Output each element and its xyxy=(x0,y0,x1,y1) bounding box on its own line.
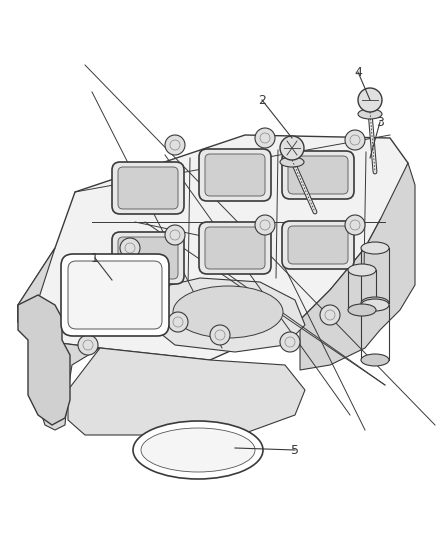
FancyBboxPatch shape xyxy=(118,237,178,279)
Text: 2: 2 xyxy=(258,93,266,107)
Circle shape xyxy=(168,312,188,332)
Circle shape xyxy=(345,130,365,150)
Ellipse shape xyxy=(361,242,389,254)
Ellipse shape xyxy=(173,286,283,338)
Polygon shape xyxy=(18,135,408,360)
Text: 4: 4 xyxy=(354,66,362,78)
Ellipse shape xyxy=(348,304,376,316)
Circle shape xyxy=(320,305,340,325)
FancyBboxPatch shape xyxy=(282,221,354,269)
Circle shape xyxy=(345,215,365,235)
Circle shape xyxy=(165,135,185,155)
Circle shape xyxy=(280,332,300,352)
FancyBboxPatch shape xyxy=(205,154,265,196)
Circle shape xyxy=(210,325,230,345)
Circle shape xyxy=(120,280,140,300)
Circle shape xyxy=(255,128,275,148)
Circle shape xyxy=(78,335,98,355)
FancyBboxPatch shape xyxy=(282,151,354,199)
Circle shape xyxy=(255,215,275,235)
Circle shape xyxy=(280,136,304,160)
FancyBboxPatch shape xyxy=(288,156,348,194)
Text: 5: 5 xyxy=(291,443,299,456)
Ellipse shape xyxy=(361,297,389,309)
Polygon shape xyxy=(18,248,100,430)
FancyBboxPatch shape xyxy=(118,167,178,209)
FancyBboxPatch shape xyxy=(205,227,265,269)
FancyBboxPatch shape xyxy=(68,261,162,329)
Polygon shape xyxy=(18,295,70,425)
Polygon shape xyxy=(300,163,415,370)
Ellipse shape xyxy=(280,157,304,167)
Circle shape xyxy=(78,295,98,315)
FancyBboxPatch shape xyxy=(61,254,169,336)
Polygon shape xyxy=(150,278,305,352)
Text: 1: 1 xyxy=(91,252,99,264)
FancyBboxPatch shape xyxy=(112,232,184,284)
Ellipse shape xyxy=(141,428,255,472)
Text: 3: 3 xyxy=(376,116,384,128)
Polygon shape xyxy=(68,348,305,435)
Ellipse shape xyxy=(133,421,263,479)
Circle shape xyxy=(165,225,185,245)
Circle shape xyxy=(358,88,382,112)
FancyBboxPatch shape xyxy=(112,162,184,214)
Ellipse shape xyxy=(361,354,389,366)
FancyBboxPatch shape xyxy=(288,226,348,264)
Circle shape xyxy=(120,238,140,258)
Ellipse shape xyxy=(358,109,382,119)
FancyBboxPatch shape xyxy=(199,222,271,274)
Ellipse shape xyxy=(348,264,376,276)
Ellipse shape xyxy=(361,299,389,311)
FancyBboxPatch shape xyxy=(199,149,271,201)
